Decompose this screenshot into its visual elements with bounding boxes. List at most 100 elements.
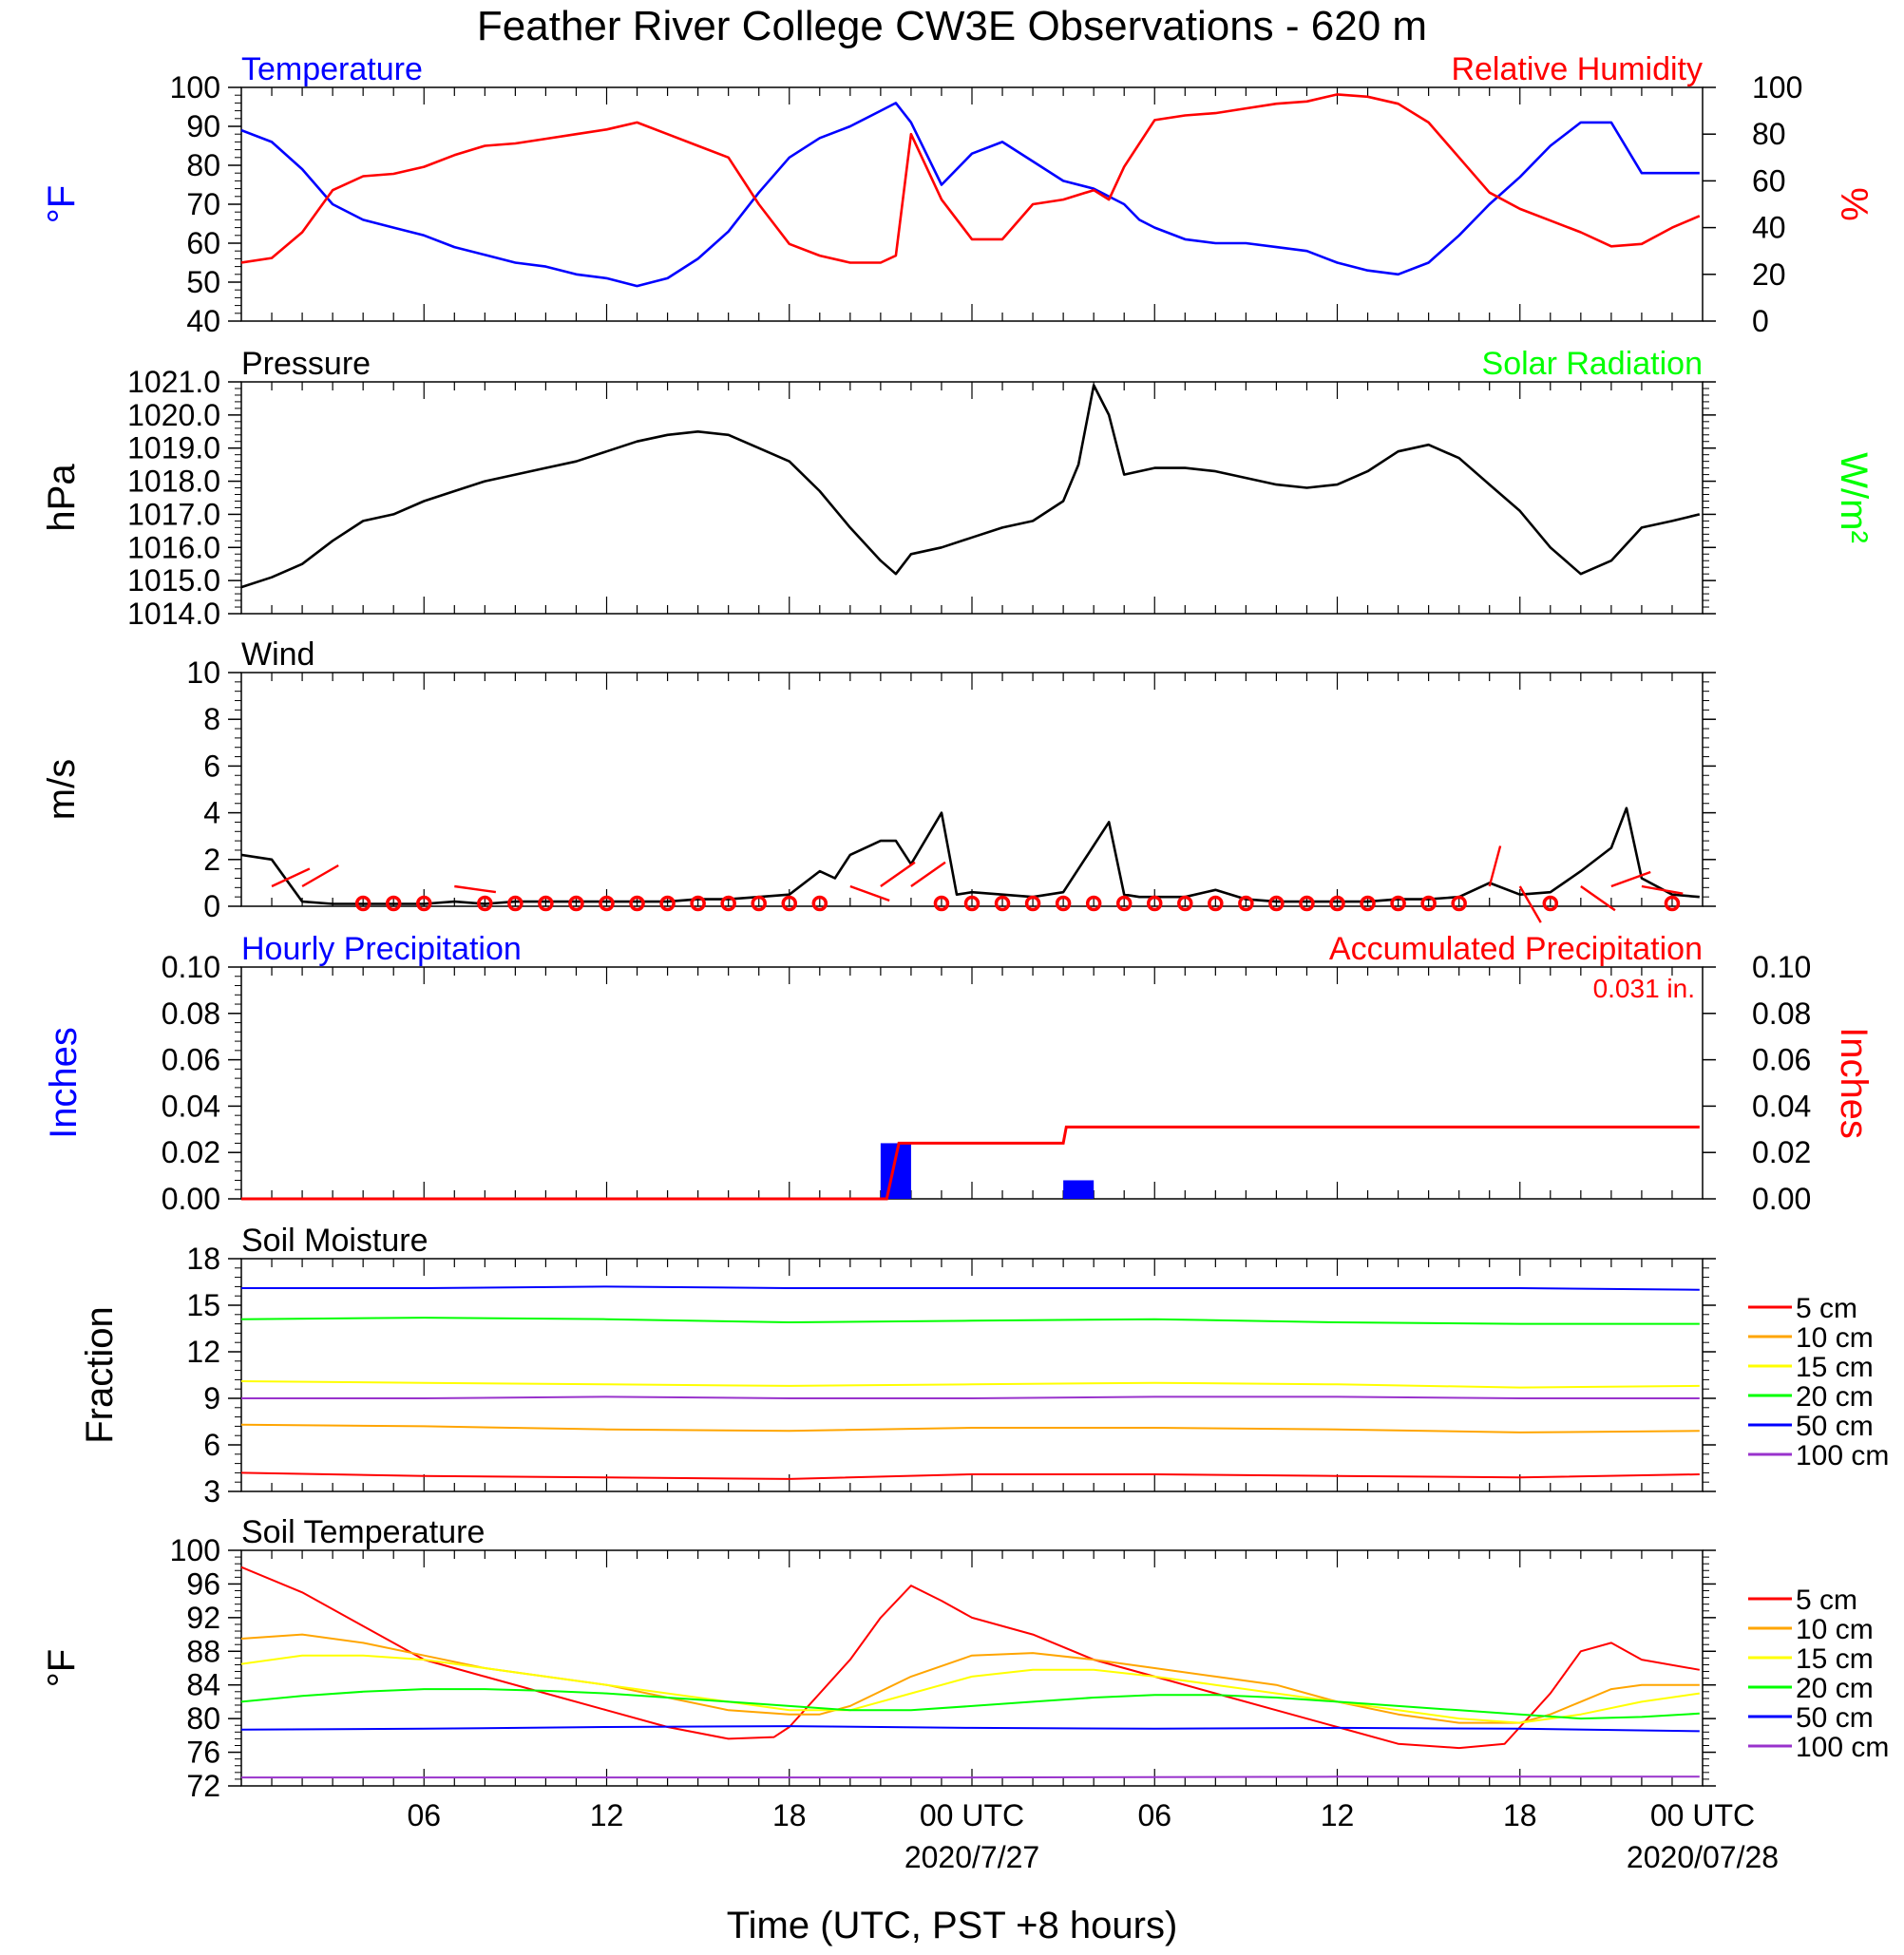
y-tick-label: 6 xyxy=(203,1428,220,1462)
y-tick-label: 8 xyxy=(203,702,220,736)
y-tick-label: 15 xyxy=(186,1288,220,1322)
series-temperature xyxy=(240,102,1700,288)
wind-calm-marker xyxy=(690,895,706,912)
panel-right-title: Solar Radiation xyxy=(1482,346,1703,382)
series-relative-humidity xyxy=(240,93,1701,264)
wind-calm-marker xyxy=(1085,895,1102,912)
wind-calm-marker xyxy=(720,895,736,912)
wind-calm-marker xyxy=(1299,895,1315,912)
panel-right-title: Accumulated Precipitation xyxy=(1329,931,1703,967)
y2-tick-label: 20 xyxy=(1752,257,1786,292)
y-tick-label: 90 xyxy=(186,109,220,143)
legend-label: 100 cm xyxy=(1796,1732,1889,1763)
y-tick-label: 76 xyxy=(186,1736,220,1770)
wind-barb xyxy=(1580,885,1616,912)
y2-axis-label: Inches xyxy=(1833,1027,1875,1139)
y-tick-label: 4 xyxy=(203,796,220,830)
y-axis-label: °F xyxy=(41,1649,83,1687)
wind-calm-marker xyxy=(1208,895,1224,912)
series-100-cm xyxy=(241,1775,1700,1779)
wind-calm-marker xyxy=(1420,895,1437,912)
y-tick-label: 80 xyxy=(186,1701,220,1736)
series-50-cm xyxy=(240,1725,1700,1733)
y-tick-label: 18 xyxy=(186,1242,220,1276)
panel-pressure: 1014.01015.01016.01017.01018.01019.01020… xyxy=(41,346,1875,631)
y-tick-label: 1015.0 xyxy=(127,563,220,598)
wind-calm-marker xyxy=(385,895,402,912)
y-tick-label: 1017.0 xyxy=(127,497,220,531)
x-tick-label: 06 xyxy=(407,1798,441,1832)
y-tick-label: 60 xyxy=(186,226,220,260)
x-tick-label: 00 UTC xyxy=(920,1798,1024,1832)
legend-label: 100 cm xyxy=(1796,1440,1889,1471)
wind-calm-marker xyxy=(1451,895,1467,912)
series-10-cm xyxy=(240,1633,1700,1724)
y-tick-label: 92 xyxy=(186,1601,220,1635)
y-axis-label: hPa xyxy=(41,464,83,532)
panel-title: Temperature xyxy=(241,51,423,87)
legend-label: 20 cm xyxy=(1796,1673,1874,1704)
x-tick-label: 18 xyxy=(772,1798,807,1832)
wind-barb xyxy=(1488,845,1502,887)
series-20-cm xyxy=(240,1688,1700,1720)
wind-calm-marker xyxy=(781,895,797,912)
wind-calm-marker xyxy=(629,895,645,912)
y-tick-label: 1020.0 xyxy=(127,398,220,432)
x-tick-label: 18 xyxy=(1503,1798,1537,1832)
wind-calm-marker xyxy=(1024,895,1041,912)
wind-calm-marker xyxy=(1360,895,1376,912)
x-axis-label: Time (UTC, PST +8 hours) xyxy=(727,1905,1178,1946)
y-tick-label: 0.04 xyxy=(162,1089,220,1123)
y-axis-label: m/s xyxy=(41,759,83,820)
wind-calm-marker xyxy=(1390,895,1406,912)
panel-temperature: 40 50 60 70 80 90 100 0 20 40 60 80 100 Temperature Re… xyxy=(41,51,1875,338)
y-tick-label: 96 xyxy=(186,1566,220,1601)
y-tick-label: 6 xyxy=(203,749,220,783)
x-date-label: 2020/07/28 xyxy=(1627,1840,1779,1874)
series-20-cm xyxy=(240,1317,1700,1325)
panel-wind: 0 2 4 6 8 10 Wind m/s xyxy=(41,636,1716,923)
y-tick-label: 100 xyxy=(170,70,220,104)
y-tick-label: 0.10 xyxy=(162,950,220,984)
y-tick-label: 1018.0 xyxy=(127,465,220,499)
wind-barb xyxy=(910,861,946,887)
y2-tick-label: 60 xyxy=(1752,163,1786,198)
wind-barb xyxy=(849,884,890,902)
wind-calm-marker xyxy=(1329,895,1345,912)
wind-calm-marker xyxy=(1268,895,1285,912)
wind-calm-marker xyxy=(1664,895,1681,912)
y-tick-label: 50 xyxy=(186,265,220,299)
legend-label: 5 cm xyxy=(1796,1293,1857,1324)
wind-calm-marker xyxy=(1147,895,1163,912)
panel-title: Pressure xyxy=(241,346,371,382)
wind-calm-marker xyxy=(751,895,767,912)
wind-barb xyxy=(1641,884,1684,895)
x-tick-label: 00 UTC xyxy=(1650,1798,1755,1832)
wind-calm-marker xyxy=(659,895,676,912)
wind-calm-marker xyxy=(538,895,554,912)
y-tick-label: 80 xyxy=(186,148,220,182)
y-axis-label: °F xyxy=(41,185,83,223)
y-tick-label: 70 xyxy=(186,187,220,221)
wind-calm-marker xyxy=(477,895,493,912)
legend-label: 50 cm xyxy=(1796,1411,1874,1442)
wind-calm-marker xyxy=(1542,895,1559,912)
wind-barb xyxy=(1518,885,1542,923)
y2-tick-label: 100 xyxy=(1752,70,1802,104)
wind-calm-marker xyxy=(354,895,371,912)
wind-barb xyxy=(271,867,311,888)
wind-barb xyxy=(454,884,497,894)
wind-calm-marker xyxy=(811,895,828,912)
y2-axis-label: % xyxy=(1833,187,1875,221)
series-wind xyxy=(240,807,1700,905)
y-axis-label: Inches xyxy=(43,1027,85,1139)
wind-calm-marker xyxy=(416,895,432,912)
y-tick-label: 0.08 xyxy=(162,996,220,1031)
series-50-cm xyxy=(241,1285,1700,1291)
wind-calm-marker xyxy=(599,895,615,912)
y-tick-label: 3 xyxy=(203,1474,220,1509)
x-tick-label: 12 xyxy=(1321,1798,1355,1832)
legend-label: 10 cm xyxy=(1796,1614,1874,1645)
